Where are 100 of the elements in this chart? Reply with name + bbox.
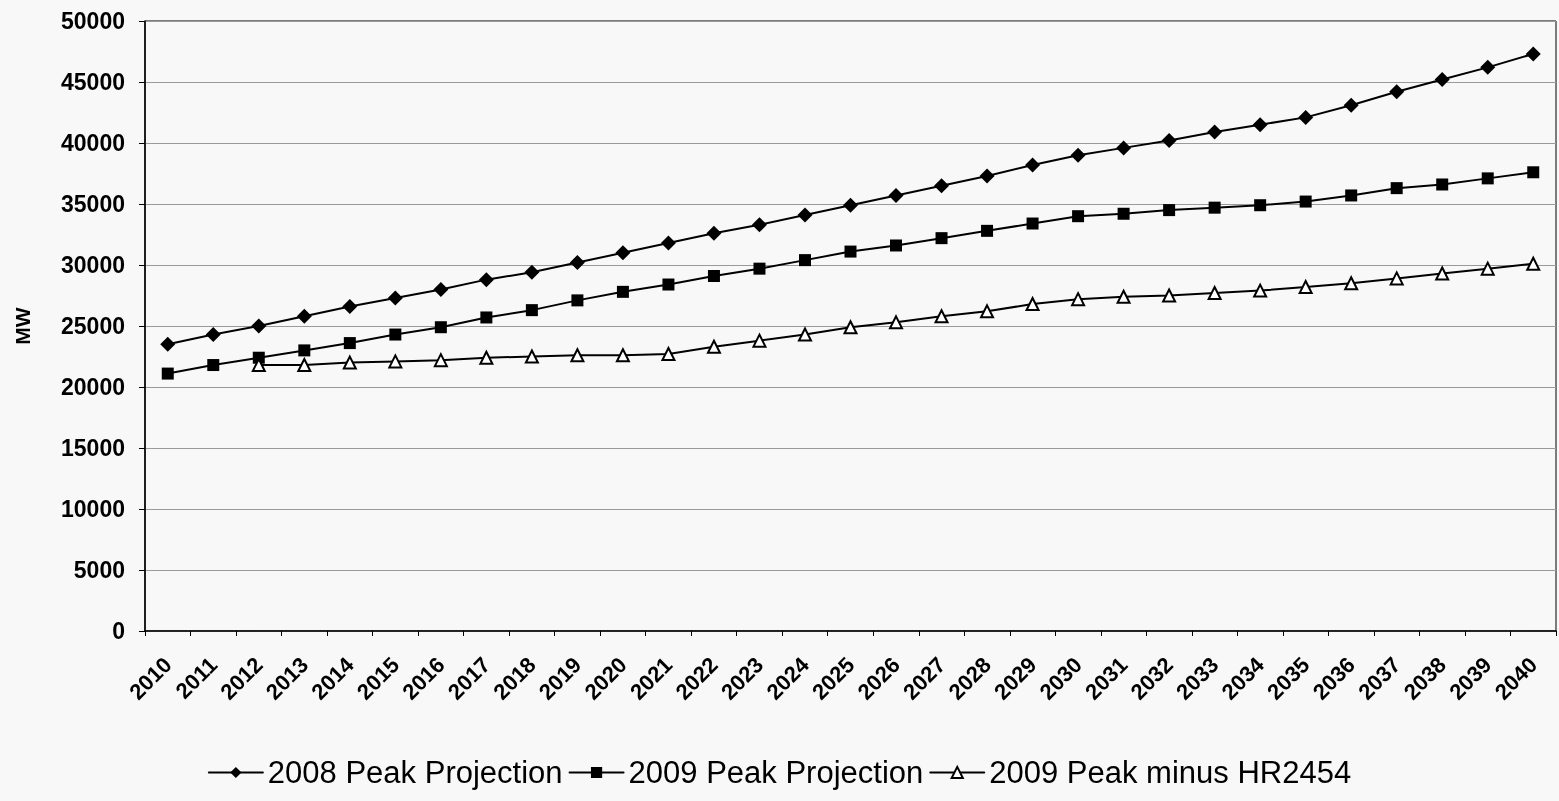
- point: [843, 197, 858, 213]
- y-tick-label: 10000: [61, 496, 125, 522]
- y-tick-label: 5000: [73, 557, 125, 583]
- y-tick-label: 35000: [61, 191, 125, 217]
- point: [844, 245, 857, 258]
- point: [1481, 172, 1494, 185]
- point: [888, 187, 904, 203]
- point: [1161, 133, 1177, 149]
- point: [1253, 283, 1268, 298]
- y-tick-label: 20000: [61, 374, 125, 400]
- point: [1434, 72, 1450, 88]
- legend-label: 2009 Peak minus HR2454: [989, 755, 1352, 790]
- point: [342, 355, 357, 370]
- point: [1025, 157, 1041, 173]
- point: [662, 278, 675, 291]
- point: [661, 347, 676, 362]
- point: [388, 354, 403, 369]
- y-tick-label: 25000: [61, 313, 125, 339]
- point: [751, 217, 767, 233]
- point: [979, 168, 995, 184]
- point: [478, 272, 494, 288]
- y-tick-label: 0: [112, 618, 125, 644]
- point: [706, 225, 722, 241]
- point: [207, 359, 220, 372]
- point: [753, 262, 766, 275]
- point: [389, 328, 402, 341]
- point: [571, 294, 584, 307]
- point: [843, 320, 858, 335]
- point: [1389, 84, 1405, 100]
- point: [1344, 276, 1359, 291]
- point: [433, 353, 448, 368]
- point: [1389, 271, 1404, 286]
- point: [1163, 204, 1176, 217]
- point: [934, 309, 949, 324]
- point: [480, 311, 493, 324]
- point: [660, 235, 676, 251]
- point: [343, 337, 356, 350]
- point: [1298, 279, 1313, 294]
- point: [296, 308, 312, 324]
- point: [524, 264, 540, 280]
- point: [1526, 256, 1541, 271]
- point: [615, 245, 631, 261]
- point: [1525, 46, 1541, 62]
- point: [1117, 207, 1130, 220]
- y-tick-label: 50000: [61, 8, 125, 34]
- point: [1208, 201, 1221, 214]
- y-tick-label: 45000: [61, 69, 125, 95]
- point: [889, 315, 904, 330]
- point: [297, 358, 312, 373]
- point: [1390, 182, 1403, 195]
- point: [752, 333, 767, 348]
- point: [342, 298, 358, 314]
- point: [981, 224, 994, 237]
- point: [251, 318, 267, 334]
- point: [1436, 178, 1449, 191]
- point: [1071, 292, 1086, 307]
- point: [707, 269, 720, 282]
- point: [524, 349, 539, 364]
- y-tick-label: 40000: [61, 130, 125, 156]
- y-tick-label: 30000: [61, 252, 125, 278]
- point: [205, 327, 221, 343]
- point: [1207, 286, 1222, 301]
- point: [433, 281, 449, 297]
- point: [935, 232, 948, 245]
- y-tick-label: 15000: [61, 435, 125, 461]
- point: [1116, 289, 1131, 304]
- point: [1345, 189, 1358, 202]
- point: [1252, 117, 1268, 133]
- legend-label: 2008 Peak Projection: [267, 755, 563, 790]
- point: [1026, 217, 1039, 230]
- point: [570, 348, 585, 363]
- point: [1207, 124, 1223, 140]
- point: [479, 350, 494, 365]
- point: [569, 255, 585, 271]
- point: [1298, 109, 1314, 125]
- point: [1025, 297, 1040, 312]
- point: [798, 254, 811, 267]
- point: [1254, 199, 1267, 212]
- point: [160, 336, 176, 352]
- point: [934, 178, 950, 194]
- point: [1299, 195, 1312, 208]
- point: [161, 367, 174, 380]
- point: [1343, 97, 1359, 113]
- point: [387, 290, 403, 306]
- point: [890, 239, 903, 252]
- point: [525, 304, 538, 317]
- point: [1116, 140, 1132, 156]
- point: [1527, 166, 1540, 179]
- point: [797, 207, 813, 223]
- point: [434, 321, 447, 334]
- point: [1480, 261, 1495, 276]
- point: [615, 348, 630, 363]
- point: [797, 327, 812, 342]
- point: [1070, 147, 1086, 163]
- point: [706, 339, 721, 354]
- point: [298, 344, 311, 357]
- point: [1435, 266, 1450, 281]
- point: [1162, 288, 1177, 303]
- point: [616, 285, 629, 298]
- legend-label: 2009 Peak Projection: [628, 755, 924, 790]
